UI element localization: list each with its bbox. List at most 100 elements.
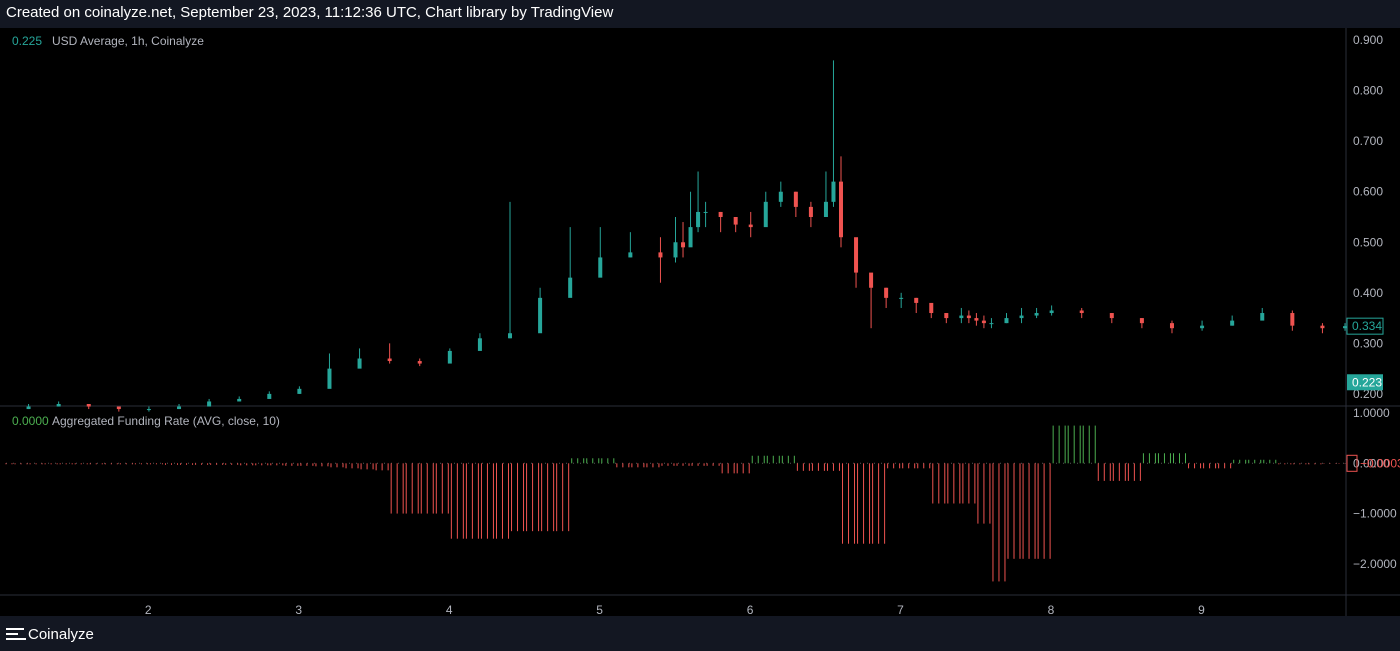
candle-body (628, 252, 633, 258)
current-price-label-box (1346, 317, 1384, 335)
chart-background (0, 28, 1400, 616)
candle-body (237, 398, 242, 402)
candle-body (387, 358, 392, 362)
price-legend-value: 0.225 (12, 34, 42, 48)
candle-body (981, 320, 986, 324)
menu-lines-icon (6, 627, 26, 641)
current-price-label: 0.334 (1352, 319, 1382, 333)
last-price-label-box (1347, 374, 1383, 391)
candle-body (477, 338, 482, 351)
candle-body (1320, 325, 1325, 329)
candle-body (823, 201, 828, 217)
price-axis-tick-label: 0.200 (1353, 387, 1383, 401)
candle-body (884, 287, 889, 298)
price-axis-tick-label: 0.400 (1353, 286, 1383, 300)
candle-body (673, 242, 678, 258)
candle-body (1290, 313, 1295, 326)
chart-area[interactable]: 0.200 0.300 0.400 0.500 0.600 0.700 0.800 0.900… (0, 28, 1400, 617)
funding-legend-value: 0.0000 (12, 414, 49, 428)
candle-body (838, 181, 843, 238)
candle-body (1019, 315, 1024, 319)
candle-body (1004, 318, 1009, 324)
price-axis-tick-label: 0.600 (1353, 185, 1383, 199)
candle-body (1049, 310, 1054, 314)
candle-body (831, 181, 836, 202)
price-legend-title: USD Average, 1h, Coinalyze (52, 34, 204, 48)
candle-body (1139, 318, 1144, 324)
time-axis-tick-label: 8 (1048, 603, 1055, 616)
candle-body (793, 191, 798, 207)
chart-caption-bar: Created on coinalyze.net, September 23, … (0, 0, 1400, 28)
candle-body (177, 406, 182, 410)
candle-body (207, 401, 212, 407)
candle-body (966, 315, 971, 319)
candle-body (86, 404, 91, 407)
candle-body (718, 211, 723, 217)
candle-body (733, 217, 738, 225)
chart-caption: Created on coinalyze.net, September 23, … (6, 4, 614, 21)
candle-body (748, 224, 753, 228)
candle-body (869, 272, 874, 288)
candle-body (681, 242, 686, 248)
time-axis-tick-label: 3 (295, 603, 302, 616)
candle-body (1169, 323, 1174, 329)
candle-body (267, 393, 272, 399)
time-axis-tick-label: 5 (596, 603, 603, 616)
funding-axis-tick-label: 0.0000 (1353, 456, 1390, 470)
candle-body (146, 409, 151, 411)
candle-body (568, 277, 573, 298)
candle-body (1343, 326, 1347, 329)
candle-body (1200, 325, 1205, 329)
candle-body (959, 315, 964, 319)
candle-body (1034, 313, 1039, 316)
time-axis-tick-label: 2 (145, 603, 152, 616)
candle-body (703, 211, 708, 213)
price-axis-tick-label: 0.500 (1353, 235, 1383, 249)
candle-body (417, 361, 422, 364)
candle-body (808, 206, 813, 217)
chart-svg[interactable]: 0.200 0.300 0.400 0.500 0.600 0.700 0.800 0.900… (0, 28, 1400, 617)
candle-body (1230, 320, 1235, 326)
funding-axis-tick-label: −2.0000 (1353, 557, 1397, 571)
candle-body (297, 388, 302, 394)
brand-logo[interactable]: Coinalyze (6, 624, 94, 644)
price-axis-tick-label: 0.900 (1353, 33, 1383, 47)
candle-body (26, 406, 31, 410)
candle-body (1109, 313, 1114, 319)
candle-body (763, 201, 768, 228)
time-axis-tick-label: 4 (446, 603, 453, 616)
brand-name: Coinalyze (28, 625, 94, 643)
price-axis-tick-label: 0.700 (1353, 134, 1383, 148)
candle-body (116, 406, 121, 410)
candle-body (327, 368, 332, 389)
candle-body (538, 297, 543, 334)
candle-body (1079, 310, 1084, 314)
candle-body (899, 297, 904, 299)
candle-body (598, 257, 603, 278)
candle-body (688, 227, 693, 248)
candle-body (974, 318, 979, 321)
candle-body (447, 350, 452, 364)
candle-body (929, 302, 934, 314)
last-price-label: 0.223 (1352, 375, 1382, 389)
candle-body (854, 237, 859, 273)
candle-body (696, 211, 701, 228)
funding-axis-tick-label: −1.0000 (1353, 507, 1397, 521)
time-axis-tick-label: 7 (897, 603, 904, 616)
candle-body (944, 313, 949, 319)
price-axis-tick-label: 0.800 (1353, 84, 1383, 98)
footer-bar: Coinalyze (0, 616, 1400, 651)
funding-axis-tick-label: 1.0000 (1353, 406, 1390, 420)
time-axis-tick-label: 9 (1198, 603, 1205, 616)
candle-body (1260, 313, 1265, 321)
price-axis-tick-label: 0.300 (1353, 336, 1383, 350)
candle-body (508, 333, 513, 339)
candle-body (357, 358, 362, 369)
candle-body (778, 191, 783, 202)
funding-current-label-box (1346, 454, 1358, 472)
candle-body (989, 323, 994, 325)
funding-current-label: −0.0003 (1360, 456, 1400, 470)
candle-body (658, 252, 663, 258)
candle-body (56, 404, 61, 407)
candle-body (914, 297, 919, 303)
